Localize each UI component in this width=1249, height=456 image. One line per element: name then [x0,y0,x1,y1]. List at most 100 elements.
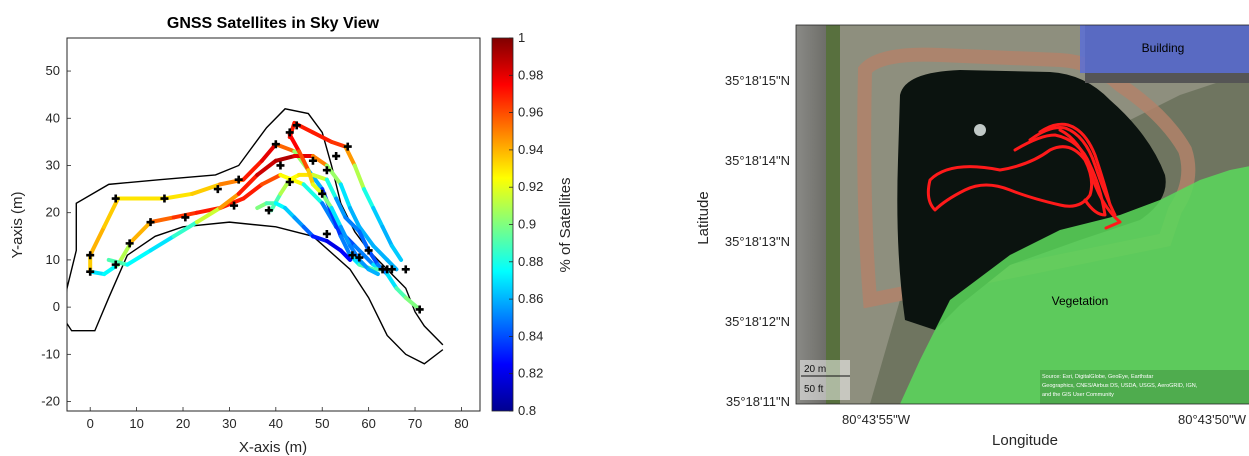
scale-metric: 20 m [804,364,826,375]
track-segment [102,196,121,229]
lat-tick-1: 35°18'15"N [725,73,790,88]
track-segment [329,139,348,149]
y-tick-label: 0 [53,299,60,314]
track-segment [273,154,297,163]
track-segment [324,177,339,201]
colorbar-tick-label: 0.94 [518,142,543,157]
attribution-line-2: Geographics, CNES/Airbus DS, USDA, USGS,… [1042,383,1198,389]
waypoint-marker [230,201,239,210]
track-segment [403,295,422,312]
vegetation-label: Vegetation [1052,294,1109,308]
colorbar-tick-label: 1 [518,30,525,45]
waypoint-marker [343,142,352,151]
track-segment [301,182,325,206]
track-segment [324,239,343,253]
track-segment [338,234,353,258]
pond-water [897,70,1166,330]
track-segment [338,224,353,248]
gnss-chart-panel: GNSS Satellites in Sky View 0 10 20 30 40 50 6… [0,0,600,456]
y-tick-label: 50 [46,63,60,78]
track-2 [88,142,385,274]
track-segment [310,130,334,144]
waypoint-marker [322,229,331,238]
map-panel: Building Vegetation Source: Esri, Digita… [640,0,1249,456]
chart-title: GNSS Satellites in Sky View [167,15,380,32]
track-segment [190,182,223,196]
y-axis-label: Y-axis (m) [9,192,26,259]
waypoint-marker [318,189,327,198]
satellite-tracks [88,120,422,312]
grass-strip [826,25,840,404]
track-segment [259,142,278,163]
lat-tick-4: 35°18'12"N [725,314,790,329]
track-segment [357,224,376,248]
track-7 [255,201,353,262]
track-segment [338,182,353,210]
gnss-chart: GNSS Satellites in Sky View 0 10 20 30 40 50 6… [9,15,574,456]
waypoint-marker [234,175,243,184]
waypoint-marker [348,251,357,260]
waypoint-markers [86,121,424,314]
x-tick-label: 60 [361,416,375,431]
waypoint-marker [213,185,222,194]
waypoint-marker [86,267,95,276]
waypoint-marker [271,140,280,149]
y-tick-label: -20 [41,394,60,409]
track-segment [320,191,334,210]
track-segment [88,224,107,258]
colorbar-tick-label: 0.84 [518,328,543,343]
map-frame [795,24,1249,405]
vegetation-overlay [900,166,1249,404]
track-segment [329,210,343,239]
lon-tick-1: 80°43'55"W [842,412,911,427]
track-segment [389,243,404,262]
x-tick-label: 70 [408,416,422,431]
track-segment [259,172,283,187]
waypoint-marker [415,305,424,314]
y-tick-label: 20 [46,205,60,220]
x-tick-label: 50 [315,416,329,431]
track-segment [297,149,311,173]
attribution-line-3: and the GIS User Community [1042,392,1114,398]
track-segment [371,205,385,229]
x-tick-label: 80 [454,416,468,431]
map-figure: Building Vegetation Source: Esri, Digita… [695,24,1249,449]
road [796,25,826,404]
colorbar-label: % of Satellites [557,177,574,272]
waypoint-marker [111,194,120,203]
attribution-background [1040,370,1249,404]
waypoint-marker [364,246,373,255]
track-segment [380,224,394,248]
building-overlay [1080,25,1249,73]
waypoint-marker [285,178,294,187]
track-segment [241,182,264,201]
satellite-imagery: Building Vegetation Source: Esri, Digita… [796,25,1249,404]
waypoint-marker [86,251,95,260]
waypoint-marker [111,260,120,269]
waypoint-marker [181,213,190,222]
track-segment [106,257,130,267]
track-segment [194,205,223,225]
y-axis-ticks: -20 -10 0 10 20 30 40 50 [41,63,71,409]
colorbar-tick-label: 0.86 [518,291,543,306]
colorbar-tick-label: 0.98 [518,67,543,82]
map-attribution: Source: Esri, DigitalGlobe, GeoEye, Eart… [1040,370,1249,404]
track-segment [301,224,315,239]
colorbar-tick-label: 0.82 [518,366,543,381]
waypoint-marker [276,161,285,170]
track-segment [385,272,399,291]
track-segment [171,220,199,239]
track-segment [371,243,390,262]
track-segment [334,196,348,220]
fountain [974,124,986,136]
track-segment [125,248,153,267]
waypoint-marker [264,206,273,215]
y-tick-label: 10 [46,252,60,267]
track-segment [218,191,241,210]
colorbar [492,38,513,411]
track-segment [348,205,362,229]
attribution-line-1: Source: Esri, DigitalGlobe, GeoEye, Eart… [1042,374,1153,380]
track-segment [148,234,176,253]
y-tick-label: -10 [41,346,60,361]
track-segment [366,267,380,277]
